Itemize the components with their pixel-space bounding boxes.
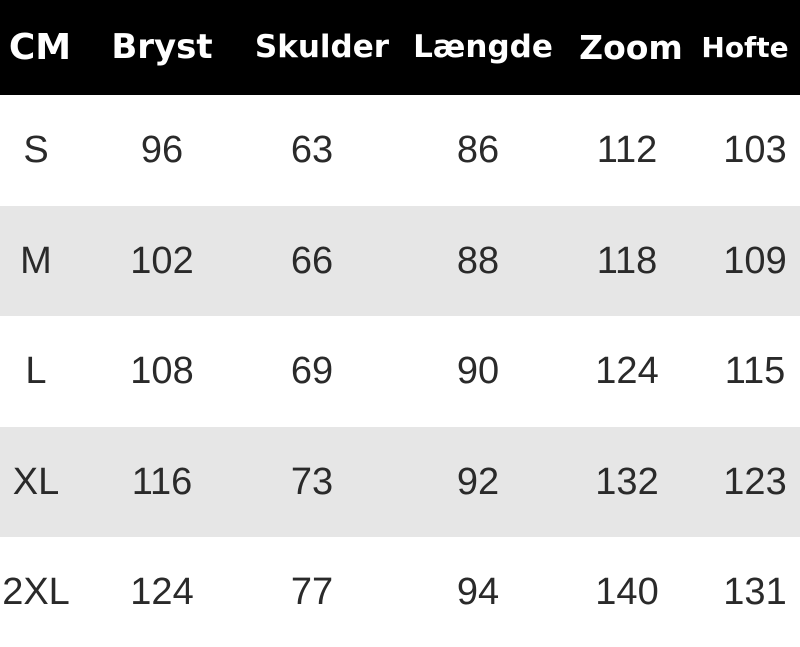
header-cm: CM xyxy=(8,27,72,68)
cell-hofte: 123 xyxy=(723,460,787,503)
cell-bryst: 124 xyxy=(130,571,194,613)
cell-laengde: 94 xyxy=(456,571,500,613)
header-zoom: Zoom xyxy=(579,28,683,67)
header-laengde: Længde xyxy=(413,29,553,65)
cell-laengde: 86 xyxy=(456,129,500,171)
cell-skulder: 69 xyxy=(290,350,334,392)
table-row: 2XL 124 77 94 140 131 xyxy=(0,537,800,647)
cell-zoom: 118 xyxy=(596,239,658,282)
cell-zoom: 132 xyxy=(595,460,659,503)
table-row: M 102 66 88 118 109 xyxy=(0,205,800,316)
cell-laengde: 92 xyxy=(456,460,500,503)
cell-size: L xyxy=(25,350,47,392)
cell-skulder: 63 xyxy=(290,129,334,171)
cell-skulder: 77 xyxy=(290,571,334,613)
cell-hofte: 131 xyxy=(723,571,787,613)
header-skulder: Skulder xyxy=(254,29,390,65)
cell-size: XL xyxy=(12,460,60,503)
table-row: XL 116 73 92 132 123 xyxy=(0,426,800,537)
table-row: L 108 69 90 124 115 xyxy=(0,316,800,426)
cell-zoom: 112 xyxy=(596,129,658,171)
header-hofte: Hofte xyxy=(701,31,789,64)
cell-size: 2XL xyxy=(2,571,70,613)
cell-laengde: 88 xyxy=(456,239,500,282)
cell-size: S xyxy=(23,129,49,171)
cell-bryst: 96 xyxy=(140,129,184,171)
cell-skulder: 73 xyxy=(290,460,334,503)
cell-bryst: 108 xyxy=(130,350,194,392)
cell-hofte: 103 xyxy=(723,129,787,171)
cell-zoom: 124 xyxy=(595,350,659,392)
cell-size: M xyxy=(20,239,52,282)
table-row: S 96 63 86 112 103 xyxy=(0,95,800,205)
cell-laengde: 90 xyxy=(456,350,500,392)
cell-bryst: 102 xyxy=(130,239,194,282)
cell-bryst: 116 xyxy=(131,460,193,503)
cell-hofte: 109 xyxy=(723,239,787,282)
table-header: CM Bryst Skulder Længde Zoom Hofte xyxy=(0,0,800,95)
header-bryst: Bryst xyxy=(111,27,213,67)
cell-hofte: 115 xyxy=(724,350,786,392)
cell-skulder: 66 xyxy=(290,239,334,282)
cell-zoom: 140 xyxy=(595,571,659,613)
